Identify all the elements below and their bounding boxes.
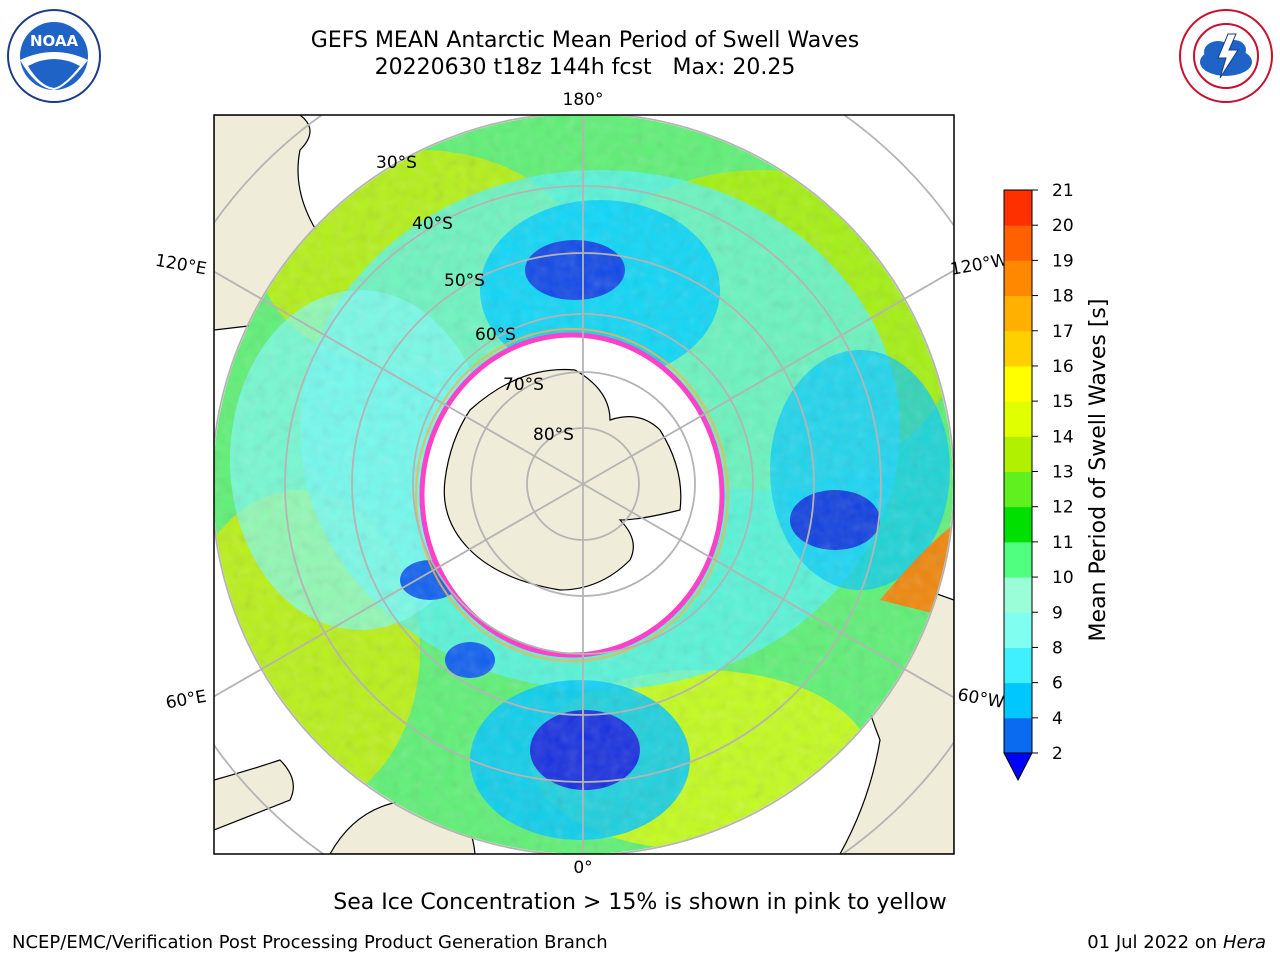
lon-label-60e: 60°E [164,687,208,714]
sea-ice-note: Sea Ice Concentration > 15% is shown in … [0,890,1280,915]
lon-label-180: 180° [563,90,604,110]
colorbar-segment [1004,612,1032,648]
colorbar-segment [1004,295,1032,332]
colorbar-segment [1004,436,1032,472]
colorbar-segment [1004,577,1032,613]
colorbar-label: Mean Period of Swell Waves [s] [1086,299,1111,642]
colorbar: 2 4 6 8 9 10 11 12 13 14 15 16 17 18 19 20 21 [1003,181,1074,782]
noaa-logo: NOAA [7,9,101,103]
colorbar-segment [1004,190,1032,226]
antarctica-land [443,368,682,591]
colorbar-tick-label: 15 [1052,392,1074,412]
colorbar-segment [1004,471,1032,508]
lat-label-50s: 50°S [444,271,485,291]
colorbar-segment [1004,647,1032,684]
lon-label-120e: 120°E [154,251,208,280]
lat-label-40s: 40°S [412,214,453,234]
colorbar-tick-label: 13 [1052,463,1074,483]
colorbar-tick-label: 6 [1052,674,1063,694]
colorbar-segment [1004,401,1032,437]
colorbar-tick-label: 2 [1052,744,1063,764]
colorbar-tick-label: 8 [1052,638,1063,658]
colorbar-segment [1004,225,1032,261]
lat-label-80s: 80°S [533,425,574,445]
colorbar-tick-label: 16 [1052,357,1074,377]
noaa-text: NOAA [30,32,79,50]
latitude-labels: 30°S 40°S 50°S 60°S 70°S 80°S [376,153,574,445]
colorbar-segment [1004,365,1032,402]
lat-label-70s: 70°S [503,375,544,395]
lat-label-30s: 30°S [376,153,417,173]
colorbar-tick-label: 18 [1052,287,1074,307]
footer-date: 01 Jul 2022 on Hera [1087,932,1266,953]
lon-label-120w: 120°W [949,250,1010,280]
footer-date-text: 01 Jul 2022 on [1087,932,1223,953]
colorbar-extend-arrow [1003,752,1033,782]
sea-ice-note-text: Sea Ice Concentration > 15% is shown in … [333,890,947,915]
footer-machine: Hera [1222,932,1266,953]
colorbar-tick-label: 17 [1052,322,1074,342]
colorbar-tick-label: 10 [1052,568,1074,588]
lat-label-60s: 60°S [475,325,516,345]
map-title: GEFS MEAN Antarctic Mean Period of Swell… [310,28,860,53]
map-panel [214,115,954,854]
colorbar-segment [1004,330,1032,367]
colorbar-tick-label: 4 [1052,709,1063,729]
colorbar-tick-label: 20 [1052,216,1074,236]
colorbar-segment [1004,682,1032,719]
lon-label-60w: 60°W [956,685,1006,713]
colorbar-tick-label: 9 [1052,603,1063,623]
colorbar-segment [1004,506,1032,543]
colorbar-segment [1004,260,1032,297]
colorbar-tick-label: 14 [1052,427,1074,447]
colorbar-tick-label: 12 [1052,498,1074,518]
colorbar-tick-label: 11 [1052,533,1074,553]
map-subtitle: 20220630 t18z 144h fcst Max: 20.25 [374,55,796,80]
colorbar-tick-label: 21 [1052,181,1074,201]
footer-credit: NCEP/EMC/Verification Post Processing Pr… [12,932,608,953]
lon-label-0: 0° [573,858,592,878]
map-frame [213,114,955,855]
nws-logo [1179,9,1273,103]
graticule [214,115,954,854]
colorbar-segment [1004,717,1032,754]
colorbar-segment [1004,541,1032,578]
colorbar-tick-label: 19 [1052,251,1074,271]
